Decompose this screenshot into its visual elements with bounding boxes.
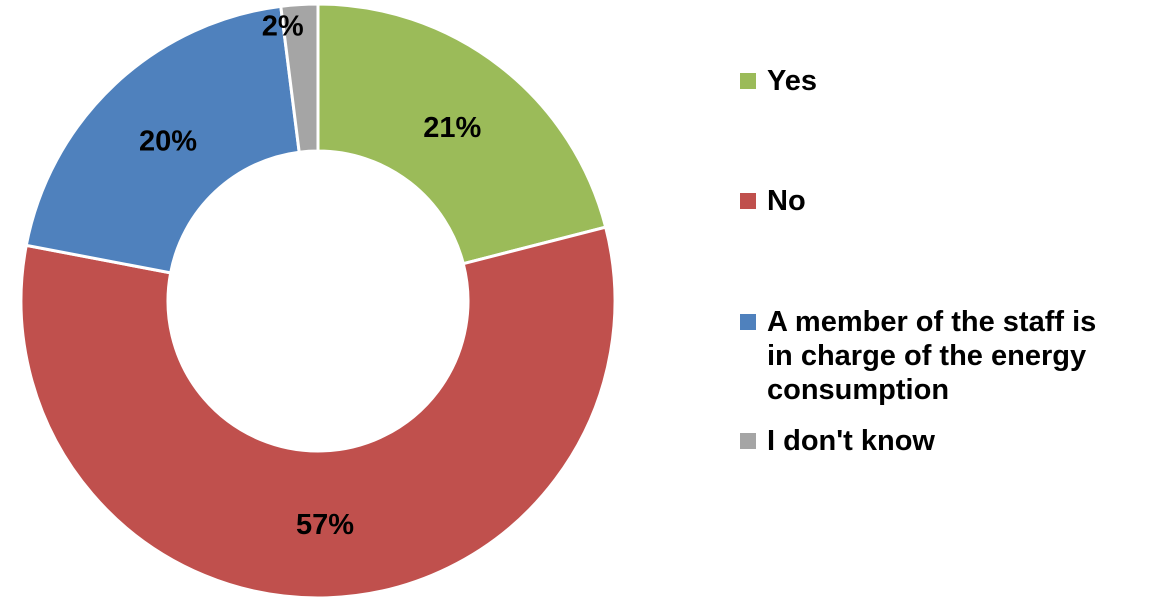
legend: Yes No A member of the staff is in charg… <box>740 0 1150 597</box>
slice-group <box>19 2 617 600</box>
data-label-staff-in-charge: 20% <box>139 125 197 157</box>
data-label-group: 21% 57% 20% 2% <box>139 11 481 541</box>
legend-label-staff-in-charge: A member of the staff is in charge of th… <box>767 306 1097 406</box>
legend-item-yes: Yes <box>740 64 1127 98</box>
legend-swatch-yes <box>740 73 756 89</box>
data-label-dont-know: 2% <box>262 11 304 43</box>
data-label-yes: 21% <box>423 112 481 144</box>
slice-no <box>19 225 617 600</box>
donut-plot: 21% 57% 20% 2% <box>19 2 617 600</box>
data-label-no: 57% <box>296 509 354 541</box>
legend-label-no: No <box>767 185 806 217</box>
legend-swatch-dont-know <box>740 433 756 449</box>
legend-label-dont-know: I don't know <box>767 425 935 457</box>
slice-dont-know <box>279 2 320 154</box>
legend-swatch-no <box>740 193 756 209</box>
legend-item-no: No <box>740 184 1127 218</box>
legend-label-yes: Yes <box>767 65 817 97</box>
legend-swatch-staff-in-charge <box>740 314 756 330</box>
legend-item-staff-in-charge: A member of the staff is in charge of th… <box>740 305 1127 407</box>
legend-item-dont-know: I don't know <box>740 424 1127 458</box>
slice-staff-in-charge <box>24 4 301 275</box>
slice-yes <box>316 2 608 266</box>
